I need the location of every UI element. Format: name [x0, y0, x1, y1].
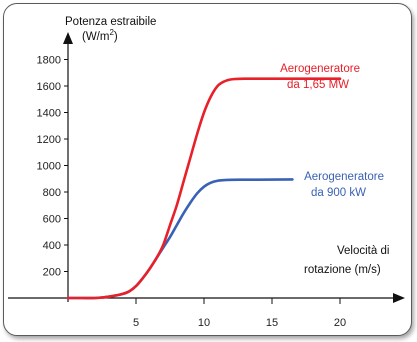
y-tick-label: 200 — [43, 267, 61, 279]
x-tick-label: 20 — [334, 317, 346, 329]
y-axis-arrow-icon — [63, 32, 73, 44]
y-tick-label: 1400 — [37, 108, 61, 120]
x-axis-title-line2: rotazione (m/s) — [304, 264, 381, 276]
y-tick-label: 800 — [43, 187, 61, 199]
y-tick-label: 1200 — [37, 134, 61, 146]
x-tick-label: 15 — [266, 317, 278, 329]
x-tick-label: 10 — [198, 317, 210, 329]
y-tick-label: 400 — [43, 240, 61, 252]
series-label-1650mw-line1: Aerogeneratore — [280, 63, 360, 75]
series-line-1650mw — [66, 77, 342, 300]
y-tick-label: 1000 — [37, 161, 61, 173]
x-axis-title-line1: Velocità di — [337, 245, 389, 257]
series-label-900kw-line1: Aerogeneratore — [304, 171, 384, 183]
y-tick-label: 1800 — [37, 55, 61, 67]
y-tick-label: 600 — [43, 214, 61, 226]
x-tick-label: 5 — [133, 317, 139, 329]
chart-frame — [3, 3, 412, 336]
series-label-1650mw-line2: da 1,65 MW — [287, 79, 349, 91]
y-axis-title-line1: Potenza estraibile — [65, 16, 156, 28]
y-tick-label: 1600 — [37, 81, 61, 93]
series-label-900kw-line2: da 900 kW — [311, 187, 366, 199]
x-axis-arrow-icon — [393, 293, 405, 303]
y-axis-title-line2: (W/m2) — [82, 28, 118, 43]
